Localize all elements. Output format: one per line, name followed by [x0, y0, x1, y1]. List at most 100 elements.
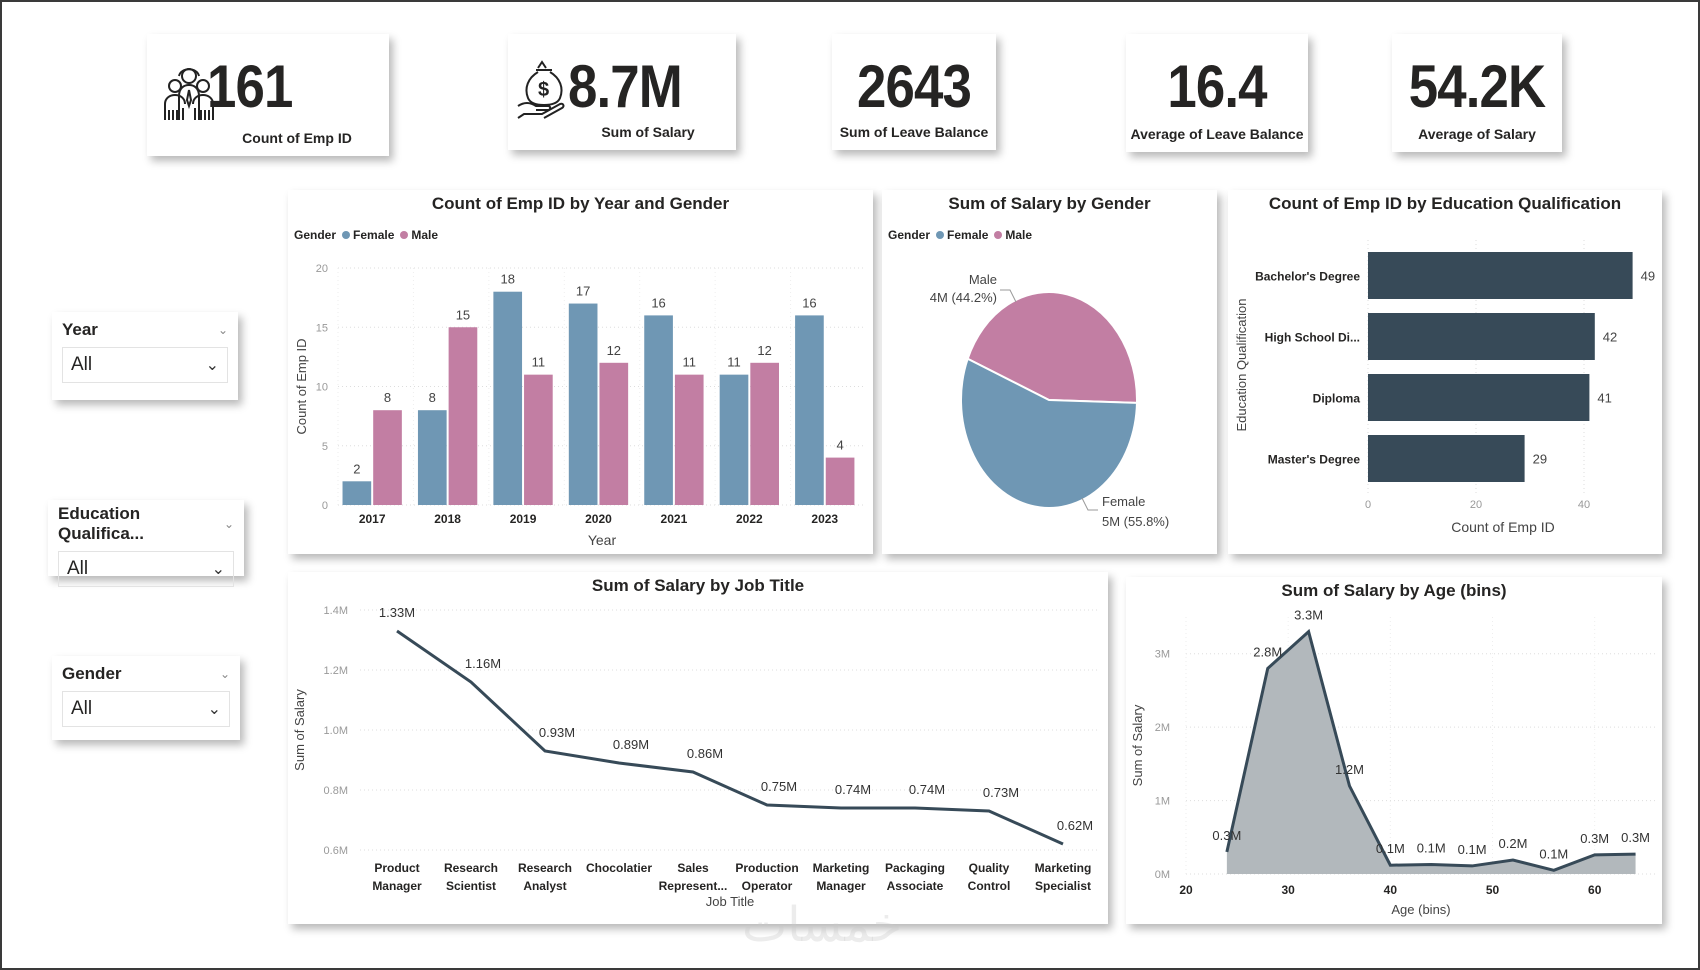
bar-male	[448, 327, 478, 505]
bar	[1368, 374, 1590, 421]
x-tick-label: Research	[518, 861, 572, 875]
y-axis-title: Education Qualification	[1234, 299, 1249, 432]
chevron-down-icon[interactable]: ⌄	[223, 517, 234, 531]
chevron-down-icon[interactable]: ⌄	[217, 323, 228, 337]
slicer-year[interactable]: Year ⌄ All ⌄	[52, 312, 238, 400]
legend-label: Female	[947, 228, 989, 242]
data-label: 4	[836, 438, 843, 453]
chart-education[interactable]: Count of Emp ID by Education Qualificati…	[1228, 190, 1662, 554]
chart-salary-gender[interactable]: Sum of Salary by Gender Gender Female Ma…	[882, 190, 1217, 554]
bar-female	[644, 315, 673, 505]
slicer-gender[interactable]: Gender ⌄ All ⌄	[52, 656, 240, 740]
y-tick-label: 0.8M	[324, 785, 348, 797]
kpi-card-avg-leave: 16.4 Average of Leave Balance	[1126, 34, 1308, 152]
x-tick-label: Chocolatier	[586, 861, 652, 875]
chevron-down-icon[interactable]: ⌄	[205, 357, 219, 374]
y-tick-label: 0M	[1155, 869, 1170, 881]
kpi-value: 161	[207, 53, 293, 120]
year-dropdown[interactable]: All ⌄	[62, 347, 228, 383]
chevron-down-icon[interactable]: ⌄	[219, 667, 230, 681]
kpi-value: 2643	[857, 53, 972, 120]
x-tick-label: Control	[968, 879, 1011, 893]
area-fill	[1226, 631, 1636, 874]
legend-title: Gender	[888, 228, 931, 242]
chart-job-title[interactable]: Sum of Salary by Job Title 0.6M 0.8M 1.0M 1…	[288, 572, 1108, 924]
x-axis-title: Job Title	[706, 894, 754, 909]
chart-title: Sum of Salary by Job Title	[591, 576, 805, 595]
leader-line	[1000, 289, 1017, 303]
bar-male	[373, 410, 402, 505]
legend-label: Male	[1005, 228, 1033, 242]
data-label: 0.86M	[687, 746, 723, 761]
data-label: 8	[429, 390, 436, 405]
legend: Gender Female Male	[294, 228, 438, 242]
x-tick-label: Quality	[969, 861, 1010, 875]
slicer-title: Year	[62, 320, 98, 339]
data-label: 0.3M	[1580, 831, 1609, 846]
legend-label: Female	[353, 228, 395, 242]
x-tick-label: Production	[735, 861, 798, 875]
dropdown-value: All	[71, 698, 93, 719]
kpi-label: Sum of Leave Balance	[839, 124, 989, 140]
y-tick-label: 5	[322, 441, 328, 453]
x-tick-label: 20	[1179, 883, 1193, 897]
pie-slice-male	[966, 291, 1138, 404]
bar-male	[599, 362, 629, 505]
y-tick-label: 1.4M	[324, 605, 348, 617]
y-tick-label: High School Di...	[1265, 331, 1360, 345]
bar	[1368, 313, 1595, 360]
legend-item-male[interactable]: Male	[400, 228, 438, 242]
x-tick-label: 2017	[359, 512, 386, 526]
y-tick-label: 1.0M	[324, 725, 348, 737]
legend-title: Gender	[294, 228, 337, 242]
y-tick-label: 0.6M	[324, 845, 348, 857]
x-tick-label: Research	[444, 861, 498, 875]
x-tick-label: Operator	[742, 879, 793, 893]
slicer-title: Gender	[62, 664, 122, 683]
chevron-down-icon[interactable]: ⌄	[211, 561, 225, 578]
x-tick-label: Sales	[677, 861, 709, 875]
leader-line	[1081, 497, 1098, 511]
data-label: 11	[727, 355, 741, 370]
x-axis-title: Count of Emp ID	[1451, 519, 1555, 535]
x-tick-label: 2021	[661, 512, 688, 526]
x-tick-label: Represent...	[659, 879, 728, 893]
data-label: 0.93M	[539, 725, 575, 740]
x-tick-label: 2019	[510, 512, 537, 526]
chart-title: Count of Emp ID by Year and Gender	[431, 194, 730, 213]
legend-item-female[interactable]: Female	[342, 228, 394, 242]
y-tick-label: Bachelor's Degree	[1255, 270, 1360, 284]
x-tick-label: Marketing	[1035, 861, 1092, 875]
chevron-down-icon[interactable]: ⌄	[207, 701, 221, 718]
bar-female	[795, 315, 824, 505]
watermark: خمسات	[742, 897, 903, 953]
gender-dropdown[interactable]: All ⌄	[62, 691, 230, 727]
pie-label-name: Male	[969, 272, 997, 287]
data-label: 0.73M	[983, 785, 1019, 800]
data-label: 1.16M	[465, 656, 501, 671]
bar-female	[342, 481, 372, 505]
bar-male	[750, 362, 779, 505]
data-label: 0.1M	[1539, 846, 1568, 861]
pie-label-value: 5M (55.8%)	[1102, 514, 1169, 529]
year-gender-plot: 0 5 10 15 20 2 8 2017 8 15 2018 18 11 2019 17 12 2020 16 1…	[294, 263, 866, 548]
legend: Gender Female Male	[888, 228, 1032, 242]
slicer-education[interactable]: Education Qualifica... ⌄ All ⌄	[48, 500, 244, 587]
chart-year-gender[interactable]: Count of Emp ID by Year and Gender Gende…	[288, 190, 873, 554]
bar	[1368, 435, 1525, 482]
line-series	[1225, 628, 1636, 872]
legend-item-male[interactable]: Male	[994, 228, 1032, 242]
x-tick-label: Associate	[887, 879, 944, 893]
data-label: 17	[576, 284, 590, 299]
bar-female	[568, 303, 598, 505]
bar	[1368, 252, 1633, 299]
age-bins-plot: 0M 1M 2M 3M 20 30 40 50 60 0.3M 2.8M 3.3M 1.2M 0.1M 0.…	[1130, 608, 1656, 917]
legend-item-female[interactable]: Female	[936, 228, 988, 242]
data-label: 0.3M	[1621, 830, 1650, 845]
bar-female	[493, 291, 523, 505]
chart-title: Count of Emp ID by Education Qualificati…	[1268, 194, 1622, 213]
x-tick-label: Scientist	[446, 879, 496, 893]
chart-age-bins[interactable]: Sum of Salary by Age (bins) 0M 1M 2M 3M 20 30…	[1126, 577, 1662, 924]
data-label: 11	[682, 355, 696, 370]
education-dropdown[interactable]: All ⌄	[58, 551, 234, 587]
